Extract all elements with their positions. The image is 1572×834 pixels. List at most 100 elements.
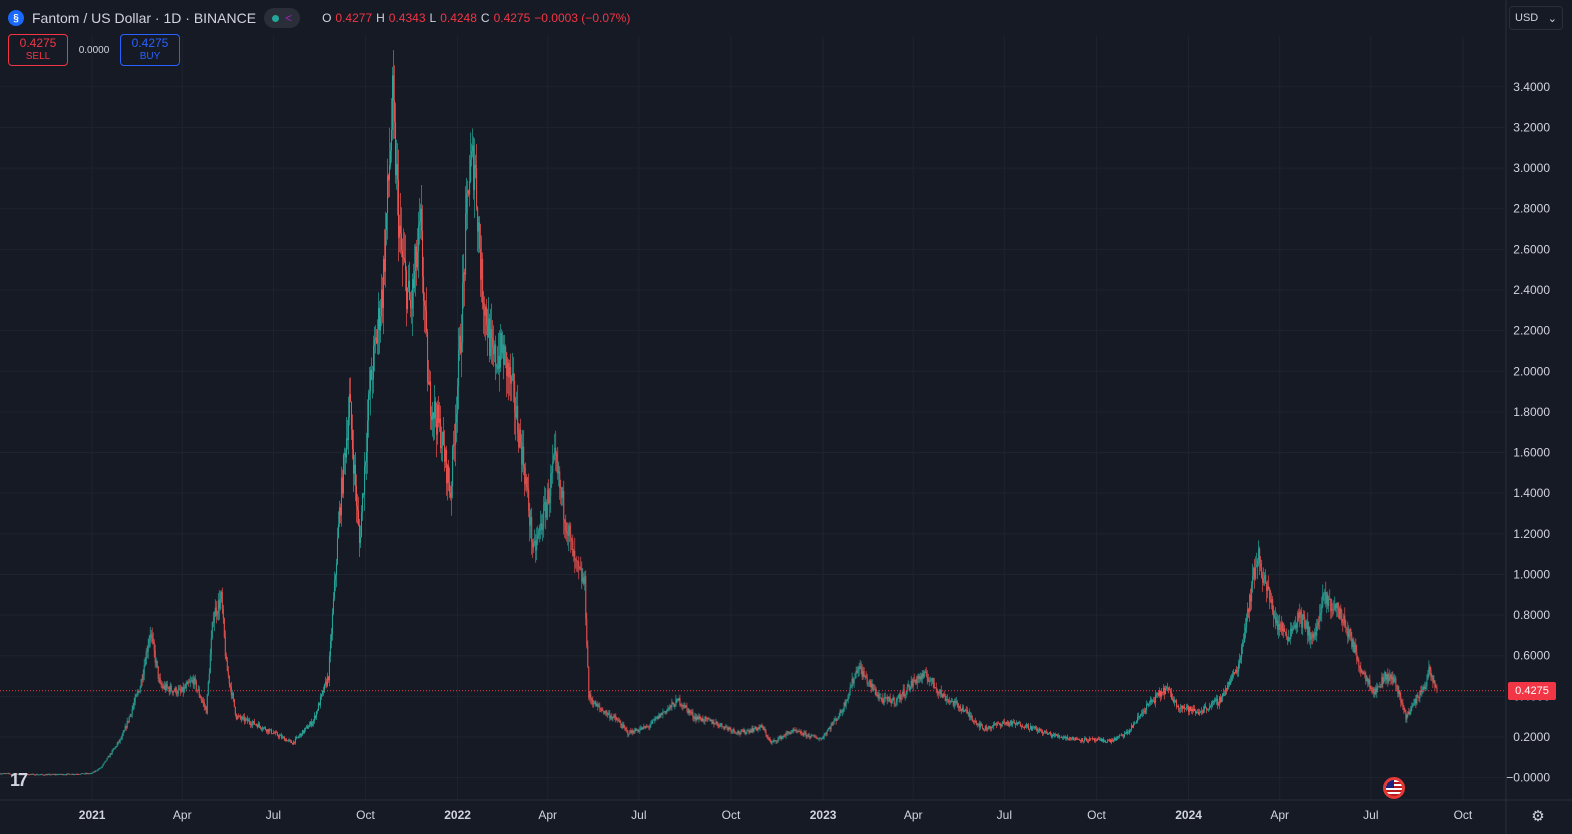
candle-body — [1107, 740, 1109, 742]
candle-body — [624, 726, 626, 729]
x-tick-label: Jul — [1363, 808, 1378, 822]
candle-body — [894, 703, 896, 705]
candle-body — [146, 651, 148, 653]
candle-body — [852, 678, 854, 683]
candle-body — [122, 732, 124, 736]
y-tick-label: 3.4000 — [1513, 80, 1550, 94]
candle-body — [1119, 734, 1121, 736]
candle-body — [13, 773, 15, 775]
candle-body — [1287, 636, 1289, 642]
candle-body — [271, 733, 273, 735]
candle-body — [1309, 627, 1311, 640]
candle-body — [98, 768, 100, 770]
candle-body — [946, 699, 948, 700]
buy-button[interactable]: 0.4275 BUY — [120, 34, 180, 66]
candle-body — [1241, 646, 1243, 658]
candle-body — [533, 543, 535, 548]
candle-body — [236, 716, 238, 719]
candle-body — [1311, 633, 1313, 636]
y-tick-label: 3.0000 — [1513, 161, 1550, 175]
candle-body — [396, 163, 398, 176]
candle-body — [438, 404, 440, 423]
candle-body — [877, 694, 879, 697]
x-tick-label: 2023 — [810, 808, 837, 822]
candle-body — [383, 259, 385, 308]
candle-body — [238, 715, 240, 717]
candle-body — [1115, 738, 1117, 740]
candle-body — [680, 704, 682, 706]
candle-body — [984, 726, 986, 731]
currency-select[interactable]: USD ⌄ — [1509, 6, 1563, 30]
candle-body — [711, 719, 713, 724]
candle-body — [989, 726, 991, 729]
us-flag-icon[interactable] — [1383, 777, 1405, 799]
candle-body — [425, 305, 427, 311]
candle-body — [886, 698, 888, 701]
candle-body — [1216, 698, 1218, 701]
candle-body — [1121, 734, 1123, 736]
candle-body — [1247, 609, 1249, 618]
candle-body — [1031, 727, 1033, 730]
market-status-pill[interactable]: < — [264, 8, 301, 28]
candle-body — [761, 725, 763, 727]
candle-body — [784, 736, 786, 737]
candle-body — [1271, 599, 1273, 603]
candle-body — [600, 708, 602, 710]
candle-body — [779, 736, 781, 738]
candle-body — [1004, 722, 1006, 724]
candle-body — [103, 762, 105, 765]
candle-body — [1141, 713, 1143, 715]
candle-body — [314, 715, 316, 718]
candle-body — [1253, 568, 1255, 577]
buy-label: BUY — [139, 51, 161, 62]
candle-body — [778, 737, 780, 739]
candle-body — [972, 721, 974, 722]
candle-body — [781, 736, 783, 740]
candle-body — [882, 700, 884, 704]
candle-body — [1134, 723, 1136, 725]
candle-body — [529, 511, 531, 526]
settings-icon[interactable]: ⚙ — [1531, 808, 1545, 825]
candle-body — [553, 455, 555, 463]
symbol-title[interactable]: Fantom / US Dollar · 1D · BINANCE — [32, 10, 257, 26]
candle-body — [387, 175, 389, 214]
candle-body — [1322, 594, 1324, 607]
candle-body — [1315, 632, 1317, 636]
sell-button[interactable]: 0.4275 SELL — [8, 34, 68, 66]
candle-body — [478, 222, 480, 232]
x-tick-label: Apr — [538, 808, 557, 822]
candle-body — [977, 723, 979, 725]
candle-body — [1347, 628, 1349, 638]
candle-body — [1376, 687, 1378, 693]
candle-body — [884, 697, 886, 698]
candle-body — [645, 726, 647, 728]
candle-body — [780, 736, 782, 740]
candle-body — [864, 676, 866, 677]
candle-body — [392, 75, 394, 130]
candle-body — [918, 676, 920, 680]
candle-body — [1126, 731, 1128, 734]
candle-body — [733, 729, 735, 732]
candle-body — [282, 736, 284, 738]
candle-body — [511, 376, 513, 384]
candle-body — [1005, 722, 1007, 724]
candle-body — [802, 734, 804, 736]
candle-body — [620, 722, 622, 726]
alert-signal-icon[interactable]: < — [285, 11, 293, 25]
candle-body — [617, 720, 619, 721]
candle-body — [747, 730, 749, 732]
candle-body — [742, 730, 744, 733]
candle-body — [906, 686, 908, 692]
tradingview-logo-icon[interactable]: 17 — [10, 770, 28, 790]
candle-body — [950, 700, 952, 702]
candle-body — [3, 773, 5, 774]
candle-body — [745, 732, 747, 734]
candle-body — [1243, 642, 1245, 643]
candle-body — [1399, 690, 1401, 697]
candle-body — [436, 419, 438, 435]
candle-body — [859, 666, 861, 668]
candle-body — [304, 727, 306, 730]
candle-body — [909, 687, 911, 691]
